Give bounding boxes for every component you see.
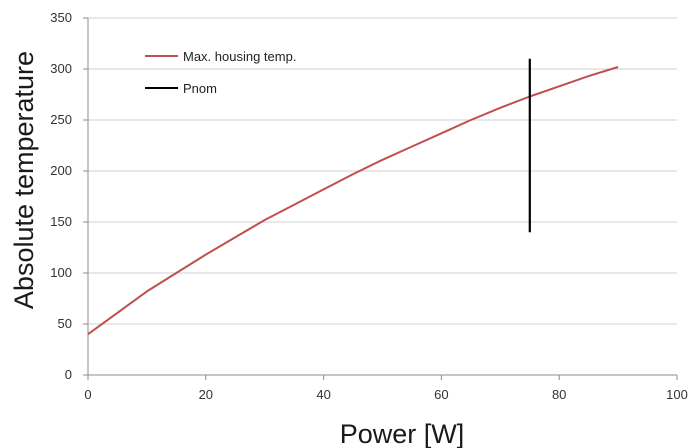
y-tick-label: 200 (50, 163, 72, 178)
y-tick-label: 300 (50, 61, 72, 76)
legend: Max. housing temp. Pnom (145, 49, 296, 96)
x-tick-label: 100 (666, 387, 688, 402)
x-tick-label: 0 (84, 387, 91, 402)
y-tick-label: 250 (50, 112, 72, 127)
y-tick-label: 100 (50, 265, 72, 280)
axes (83, 17, 678, 380)
x-tick-labels: 0 20 40 60 80 100 (84, 387, 687, 402)
x-tick-label: 80 (552, 387, 566, 402)
series-group (87, 58, 619, 336)
legend-label: Pnom (183, 81, 217, 96)
y-tick-label: 350 (50, 10, 72, 25)
x-axis-title: Power [W] (340, 419, 465, 448)
grid-lines (88, 17, 677, 325)
x-tick-label: 20 (199, 387, 213, 402)
y-tick-label: 0 (65, 367, 72, 382)
y-tick-label: 50 (58, 316, 72, 331)
x-tick-label: 60 (434, 387, 448, 402)
x-tick-label: 40 (316, 387, 330, 402)
y-tick-labels: 0 50 100 150 200 250 300 350 (50, 10, 72, 382)
legend-label: Max. housing temp. (183, 49, 296, 64)
y-tick-label: 150 (50, 214, 72, 229)
series-max-housing-temp (87, 66, 619, 336)
y-axis-title: Absolute temperature (9, 51, 39, 309)
